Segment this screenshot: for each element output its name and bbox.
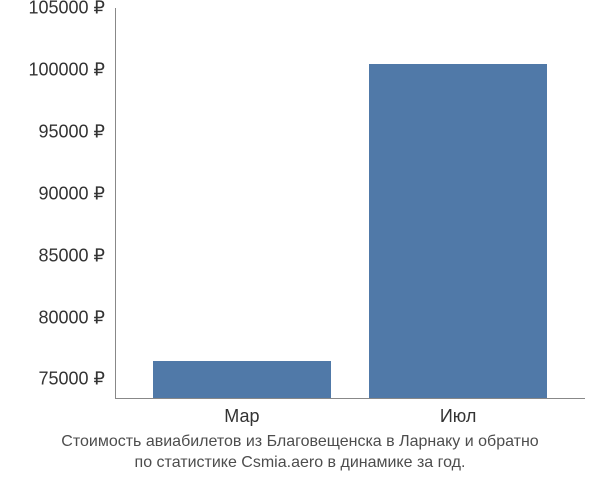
x-tick-label: Июл — [440, 406, 477, 427]
caption-line: по статистике Csmia.aero в динамике за г… — [0, 453, 600, 474]
x-tick-label: Мар — [224, 406, 259, 427]
y-tick-label: 80000 ₽ — [38, 307, 105, 328]
y-tick-label: 100000 ₽ — [28, 59, 105, 80]
y-tick-label: 105000 ₽ — [28, 0, 105, 19]
x-axis-line — [115, 398, 585, 399]
y-tick-label: 90000 ₽ — [38, 183, 105, 204]
y-tick-label: 75000 ₽ — [38, 369, 105, 390]
bar — [369, 64, 548, 398]
bar — [153, 361, 332, 398]
price-chart: 75000 ₽ 80000 ₽ 85000 ₽ 90000 ₽ 95000 ₽ 10000… — [0, 0, 600, 500]
chart-caption: Стоимость авиабилетов из Благовещенска в… — [0, 432, 600, 474]
y-axis-line — [115, 8, 116, 398]
caption-line: Стоимость авиабилетов из Благовещенска в… — [0, 432, 600, 453]
y-tick-label: 85000 ₽ — [38, 245, 105, 266]
y-tick-label: 95000 ₽ — [38, 121, 105, 142]
